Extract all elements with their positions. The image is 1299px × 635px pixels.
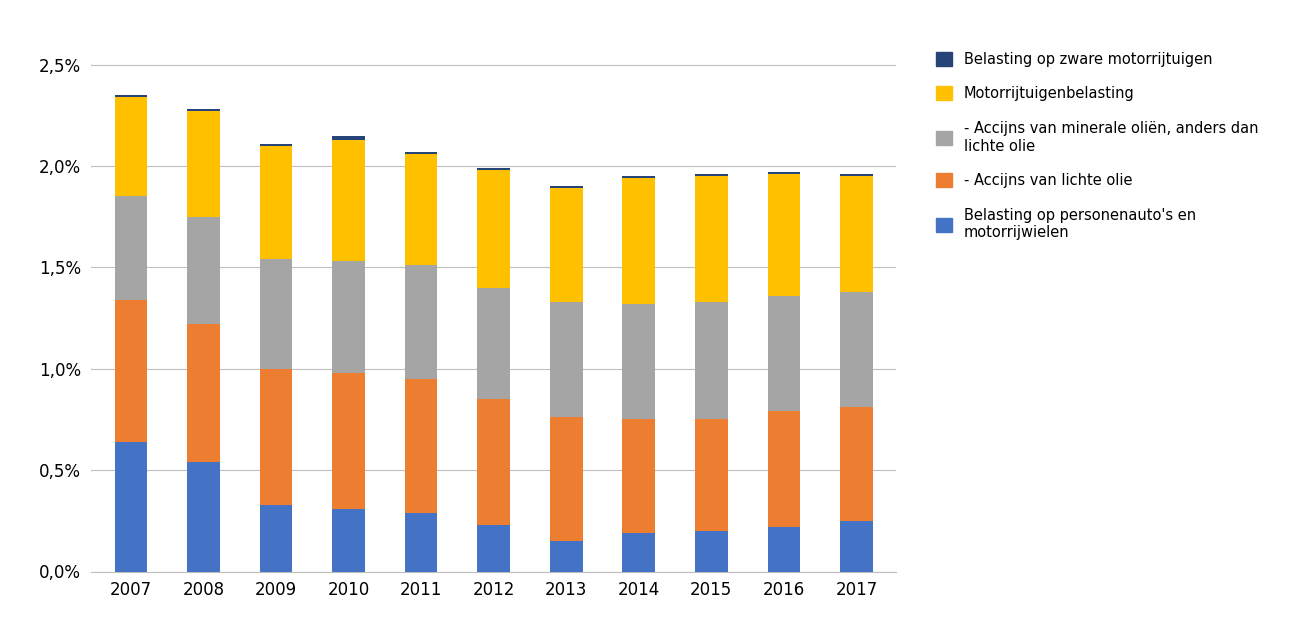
Bar (187, 111, 220, 217)
Bar (260, 259, 292, 369)
Bar (549, 189, 582, 302)
Bar (695, 177, 727, 302)
Bar (622, 304, 655, 420)
Bar (622, 178, 655, 304)
Bar (187, 109, 220, 111)
Bar (260, 146, 292, 259)
Bar (549, 417, 582, 541)
Bar (333, 509, 365, 572)
Bar (695, 531, 727, 572)
Bar (622, 420, 655, 533)
Bar (405, 152, 438, 154)
Bar (260, 369, 292, 505)
Bar (187, 462, 220, 572)
Bar (549, 186, 582, 189)
Bar (695, 174, 727, 177)
Bar (114, 196, 147, 300)
Bar (114, 442, 147, 572)
Bar (695, 420, 727, 531)
Legend: Belasting op zware motorrijtuigen, Motorrijtuigenbelasting, - Accijns van minera: Belasting op zware motorrijtuigen, Motor… (935, 51, 1257, 240)
Bar (333, 140, 365, 262)
Bar (260, 144, 292, 146)
Bar (840, 174, 873, 177)
Bar (114, 300, 147, 442)
Bar (622, 533, 655, 572)
Bar (695, 302, 727, 420)
Bar (477, 525, 511, 572)
Bar (768, 174, 800, 296)
Bar (768, 411, 800, 527)
Bar (768, 172, 800, 174)
Bar (333, 262, 365, 373)
Bar (549, 541, 582, 572)
Bar (260, 505, 292, 572)
Bar (405, 512, 438, 572)
Bar (477, 399, 511, 525)
Bar (549, 302, 582, 417)
Bar (840, 407, 873, 521)
Bar (405, 265, 438, 379)
Bar (768, 296, 800, 411)
Bar (840, 291, 873, 407)
Bar (114, 95, 147, 97)
Bar (333, 136, 365, 140)
Bar (405, 154, 438, 265)
Bar (477, 170, 511, 288)
Bar (187, 324, 220, 462)
Bar (768, 527, 800, 572)
Bar (333, 373, 365, 509)
Bar (477, 168, 511, 170)
Bar (622, 177, 655, 178)
Bar (405, 379, 438, 512)
Bar (840, 521, 873, 572)
Bar (477, 288, 511, 399)
Bar (187, 217, 220, 324)
Bar (114, 97, 147, 196)
Bar (840, 177, 873, 291)
